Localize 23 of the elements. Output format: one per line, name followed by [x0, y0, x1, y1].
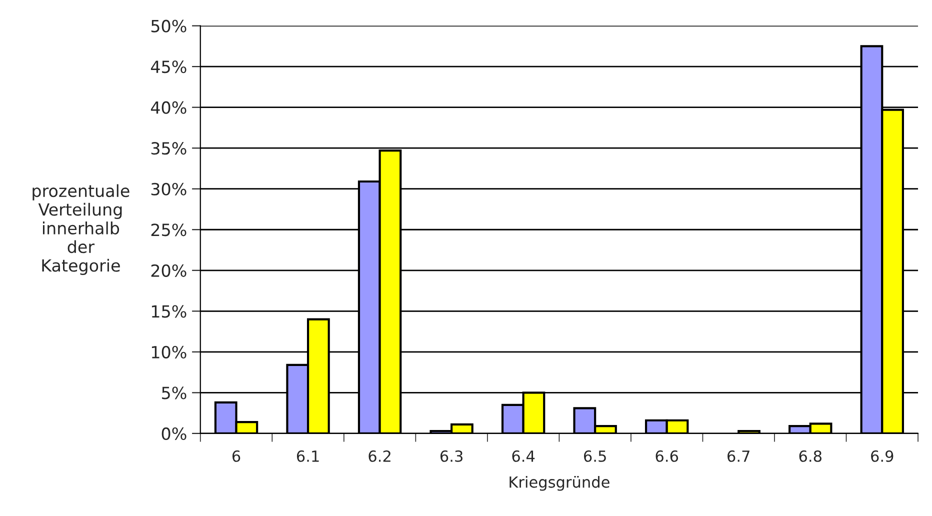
y-tick-label: 5% — [162, 386, 186, 400]
x-tick-label: 6.9 — [871, 450, 894, 462]
y-tick-label: 40% — [150, 101, 186, 114]
y-tick-label: 10% — [152, 346, 186, 358]
x-tick-label: 6.8 — [799, 450, 822, 462]
x-tick-label: 6.7 — [728, 450, 750, 462]
y-tick-label: 15% — [152, 305, 186, 318]
y-tick-label: 50% — [151, 20, 186, 32]
y-tick-label: 0% — [162, 427, 186, 440]
y-tick-label: 35% — [151, 142, 186, 155]
x-tick-label: 6.2 — [368, 450, 390, 462]
y-axis-title: prozentuale Verteilung innerhalb der Kategorie — [32, 184, 130, 276]
x-tick-label: 6.3 — [440, 450, 462, 462]
x-tick-label: 6.5 — [584, 450, 606, 462]
x-tick-label: 6 — [232, 450, 240, 462]
y-tick-label: 45% — [150, 60, 186, 74]
x-tick-label: 6.6 — [656, 450, 678, 462]
y-tick-label: 25% — [151, 224, 186, 236]
x-tick-label: 6.4 — [512, 450, 535, 462]
x-tick-label: 6.1 — [296, 450, 319, 462]
y-tick-label: 20% — [151, 264, 186, 277]
y-tick-label: 30% — [151, 182, 186, 196]
x-axis-title: Kriegsgründe — [510, 476, 610, 491]
